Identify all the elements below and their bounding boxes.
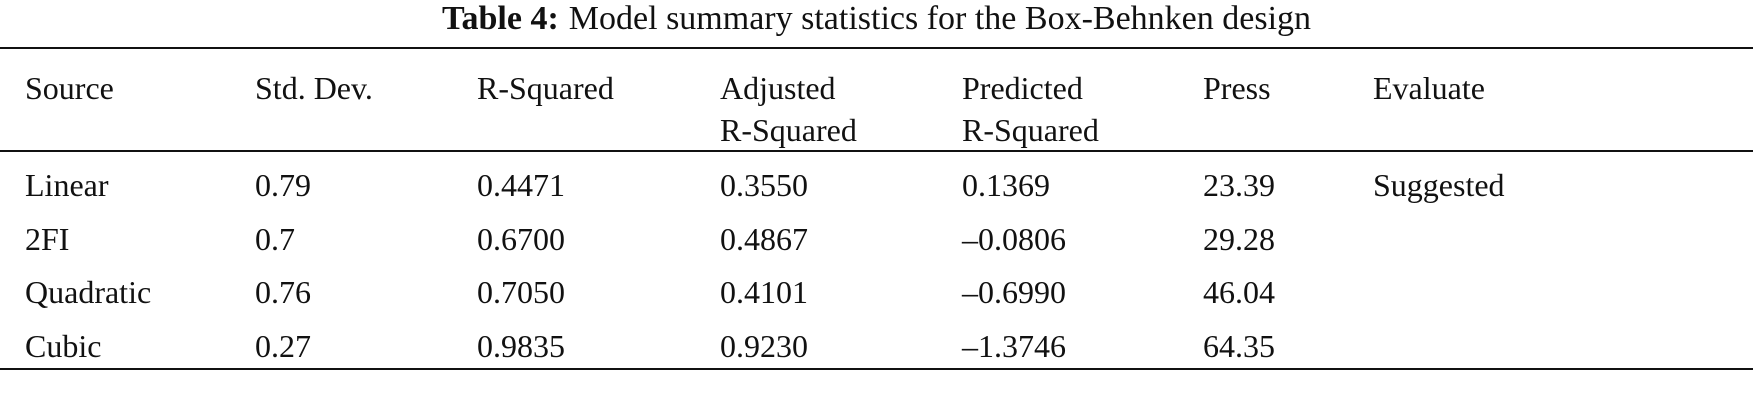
caption-text: Model summary statistics for the Box-Beh… (568, 0, 1312, 37)
table-cell: 0.4471 (477, 167, 565, 203)
table-cell: 29.28 (1203, 220, 1275, 257)
table-cell: 0.6700 (477, 220, 565, 257)
table-cell: Suggested (1373, 167, 1505, 203)
table-cell: 0.9230 (720, 327, 808, 364)
table-cell: –0.0806 (962, 220, 1066, 257)
table-cell: 0.79 (255, 167, 311, 203)
table-cell: Quadratic (25, 274, 152, 310)
table-cell: 0.4867 (720, 220, 808, 257)
table-cell: 0.7 (255, 220, 295, 257)
table-cell: 0.9835 (477, 327, 565, 364)
table-cell: 2FI (25, 220, 70, 257)
table-cell: 0.27 (255, 327, 311, 364)
header-cell: Evaluate (1373, 70, 1485, 106)
top-rule (0, 47, 1753, 49)
table-cell: Linear (25, 167, 109, 203)
table-cell: 0.4101 (720, 274, 808, 310)
bottom-rule (0, 368, 1753, 370)
table-cell: 0.76 (255, 274, 311, 310)
header-cell: Source (25, 70, 114, 106)
header-cell: Adjusted (720, 70, 836, 106)
header-cell: R-Squared (962, 112, 1099, 148)
header-cell: R-Squared (477, 70, 614, 106)
header-cell: Press (1203, 70, 1271, 106)
header-cell: Predicted (962, 70, 1083, 106)
header-cell: R-Squared (720, 112, 857, 148)
header-cell: Std. Dev. (255, 70, 373, 106)
table-cell: 46.04 (1203, 274, 1275, 310)
table-cell: 0.3550 (720, 167, 808, 203)
table-cell: –1.3746 (962, 327, 1066, 364)
table-caption: Table 4: Model summary statistics for the… (0, 0, 1753, 38)
table-cell: Cubic (25, 327, 102, 364)
header-rule (0, 150, 1753, 152)
table-cell: 0.7050 (477, 274, 565, 310)
table-cell: –0.6990 (962, 274, 1066, 310)
table-cell: 23.39 (1203, 167, 1275, 203)
table-cell: 0.1369 (962, 167, 1050, 203)
table-cell: 64.35 (1203, 327, 1275, 364)
caption-label: Table 4: (441, 0, 559, 37)
